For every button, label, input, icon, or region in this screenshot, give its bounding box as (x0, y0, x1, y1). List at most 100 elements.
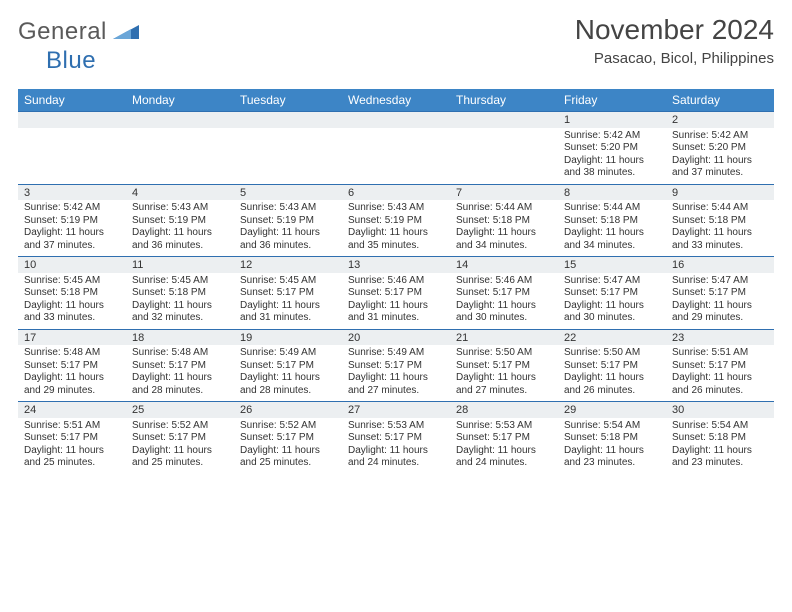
daylight-line: Daylight: 11 hours and 33 minutes. (24, 300, 120, 325)
sunrise-line: Sunrise: 5:44 AM (456, 202, 552, 215)
day-number-cell: 11 (126, 257, 234, 273)
day-number-cell: 27 (342, 402, 450, 418)
daylight-line: Daylight: 11 hours and 24 minutes. (456, 445, 552, 470)
day-detail-cell: Sunrise: 5:54 AMSunset: 5:18 PMDaylight:… (666, 418, 774, 474)
day-number-cell: 24 (18, 402, 126, 418)
day-detail-cell: Sunrise: 5:52 AMSunset: 5:17 PMDaylight:… (234, 418, 342, 474)
day-detail-cell: Sunrise: 5:48 AMSunset: 5:17 PMDaylight:… (18, 345, 126, 402)
sunrise-line: Sunrise: 5:50 AM (456, 347, 552, 360)
sunrise-line: Sunrise: 5:43 AM (240, 202, 336, 215)
day-number-cell: 22 (558, 329, 666, 345)
day-detail-cell: Sunrise: 5:45 AMSunset: 5:18 PMDaylight:… (126, 273, 234, 330)
day-detail-cell: Sunrise: 5:44 AMSunset: 5:18 PMDaylight:… (450, 200, 558, 257)
day-number-cell: 4 (126, 184, 234, 200)
day-number-cell: 7 (450, 184, 558, 200)
sunrise-line: Sunrise: 5:50 AM (564, 347, 660, 360)
daylight-line: Daylight: 11 hours and 25 minutes. (240, 445, 336, 470)
day-number-cell: 9 (666, 184, 774, 200)
daylight-line: Daylight: 11 hours and 27 minutes. (348, 372, 444, 397)
sunset-line: Sunset: 5:18 PM (24, 287, 120, 300)
sunrise-line: Sunrise: 5:46 AM (456, 275, 552, 288)
sunrise-line: Sunrise: 5:49 AM (240, 347, 336, 360)
sunrise-line: Sunrise: 5:51 AM (672, 347, 768, 360)
day-number-cell: 30 (666, 402, 774, 418)
sunrise-line: Sunrise: 5:44 AM (564, 202, 660, 215)
day-number-cell (18, 112, 126, 128)
day-number-cell: 21 (450, 329, 558, 345)
sunset-line: Sunset: 5:17 PM (564, 287, 660, 300)
sunset-line: Sunset: 5:19 PM (132, 215, 228, 228)
day-detail-cell: Sunrise: 5:49 AMSunset: 5:17 PMDaylight:… (234, 345, 342, 402)
sunrise-line: Sunrise: 5:48 AM (24, 347, 120, 360)
sunrise-line: Sunrise: 5:45 AM (132, 275, 228, 288)
sunrise-line: Sunrise: 5:54 AM (564, 420, 660, 433)
sunrise-line: Sunrise: 5:43 AM (348, 202, 444, 215)
daylight-line: Daylight: 11 hours and 38 minutes. (564, 155, 660, 180)
day-detail-cell: Sunrise: 5:53 AMSunset: 5:17 PMDaylight:… (342, 418, 450, 474)
day-detail-cell: Sunrise: 5:49 AMSunset: 5:17 PMDaylight:… (342, 345, 450, 402)
calendar-table: SundayMondayTuesdayWednesdayThursdayFrid… (18, 89, 774, 474)
daylight-line: Daylight: 11 hours and 26 minutes. (564, 372, 660, 397)
sunset-line: Sunset: 5:17 PM (672, 360, 768, 373)
sunset-line: Sunset: 5:17 PM (240, 432, 336, 445)
daylight-line: Daylight: 11 hours and 29 minutes. (24, 372, 120, 397)
sunset-line: Sunset: 5:18 PM (672, 432, 768, 445)
day-detail-cell: Sunrise: 5:42 AMSunset: 5:20 PMDaylight:… (558, 128, 666, 185)
daylight-line: Daylight: 11 hours and 36 minutes. (132, 227, 228, 252)
daylight-line: Daylight: 11 hours and 25 minutes. (24, 445, 120, 470)
sunset-line: Sunset: 5:17 PM (132, 432, 228, 445)
sunset-line: Sunset: 5:17 PM (348, 432, 444, 445)
sunrise-line: Sunrise: 5:42 AM (672, 130, 768, 143)
day-number-cell: 23 (666, 329, 774, 345)
day-detail-cell: Sunrise: 5:51 AMSunset: 5:17 PMDaylight:… (18, 418, 126, 474)
logo-triangle-icon (113, 21, 139, 44)
sunset-line: Sunset: 5:17 PM (348, 287, 444, 300)
sunset-line: Sunset: 5:17 PM (24, 432, 120, 445)
day-number-cell: 5 (234, 184, 342, 200)
daylight-line: Daylight: 11 hours and 31 minutes. (240, 300, 336, 325)
sunrise-line: Sunrise: 5:49 AM (348, 347, 444, 360)
day-number-cell: 25 (126, 402, 234, 418)
day-header: Saturday (666, 89, 774, 112)
calendar-head: SundayMondayTuesdayWednesdayThursdayFrid… (18, 89, 774, 112)
sunset-line: Sunset: 5:19 PM (240, 215, 336, 228)
day-detail-cell: Sunrise: 5:43 AMSunset: 5:19 PMDaylight:… (126, 200, 234, 257)
sunrise-line: Sunrise: 5:44 AM (672, 202, 768, 215)
calendar-body: 12 Sunrise: 5:42 AMSunset: 5:20 PMDaylig… (18, 112, 774, 474)
daylight-line: Daylight: 11 hours and 32 minutes. (132, 300, 228, 325)
day-number-cell: 20 (342, 329, 450, 345)
day-detail-cell: Sunrise: 5:43 AMSunset: 5:19 PMDaylight:… (342, 200, 450, 257)
day-detail-cell (342, 128, 450, 185)
sunset-line: Sunset: 5:17 PM (456, 287, 552, 300)
day-detail-cell: Sunrise: 5:42 AMSunset: 5:19 PMDaylight:… (18, 200, 126, 257)
sunrise-line: Sunrise: 5:46 AM (348, 275, 444, 288)
sunset-line: Sunset: 5:20 PM (564, 142, 660, 155)
daylight-line: Daylight: 11 hours and 29 minutes. (672, 300, 768, 325)
calendar-page: General November 2024 Pasacao, Bicol, Ph… (0, 0, 792, 612)
day-header: Thursday (450, 89, 558, 112)
day-detail-cell: Sunrise: 5:43 AMSunset: 5:19 PMDaylight:… (234, 200, 342, 257)
sunrise-line: Sunrise: 5:42 AM (564, 130, 660, 143)
day-number-cell: 1 (558, 112, 666, 128)
daylight-line: Daylight: 11 hours and 23 minutes. (672, 445, 768, 470)
day-number-cell (126, 112, 234, 128)
day-number-cell: 13 (342, 257, 450, 273)
day-header: Wednesday (342, 89, 450, 112)
day-detail-cell: Sunrise: 5:50 AMSunset: 5:17 PMDaylight:… (450, 345, 558, 402)
location: Pasacao, Bicol, Philippines (575, 50, 774, 67)
sunset-line: Sunset: 5:19 PM (348, 215, 444, 228)
daylight-line: Daylight: 11 hours and 34 minutes. (456, 227, 552, 252)
sunset-line: Sunset: 5:18 PM (672, 215, 768, 228)
day-number-cell (234, 112, 342, 128)
day-detail-cell (126, 128, 234, 185)
sunrise-line: Sunrise: 5:53 AM (456, 420, 552, 433)
day-detail-cell: Sunrise: 5:51 AMSunset: 5:17 PMDaylight:… (666, 345, 774, 402)
day-detail-cell (234, 128, 342, 185)
daylight-line: Daylight: 11 hours and 31 minutes. (348, 300, 444, 325)
sunset-line: Sunset: 5:17 PM (132, 360, 228, 373)
day-number-cell (342, 112, 450, 128)
sunset-line: Sunset: 5:20 PM (672, 142, 768, 155)
daylight-line: Daylight: 11 hours and 33 minutes. (672, 227, 768, 252)
daylight-line: Daylight: 11 hours and 24 minutes. (348, 445, 444, 470)
day-detail-cell: Sunrise: 5:54 AMSunset: 5:18 PMDaylight:… (558, 418, 666, 474)
